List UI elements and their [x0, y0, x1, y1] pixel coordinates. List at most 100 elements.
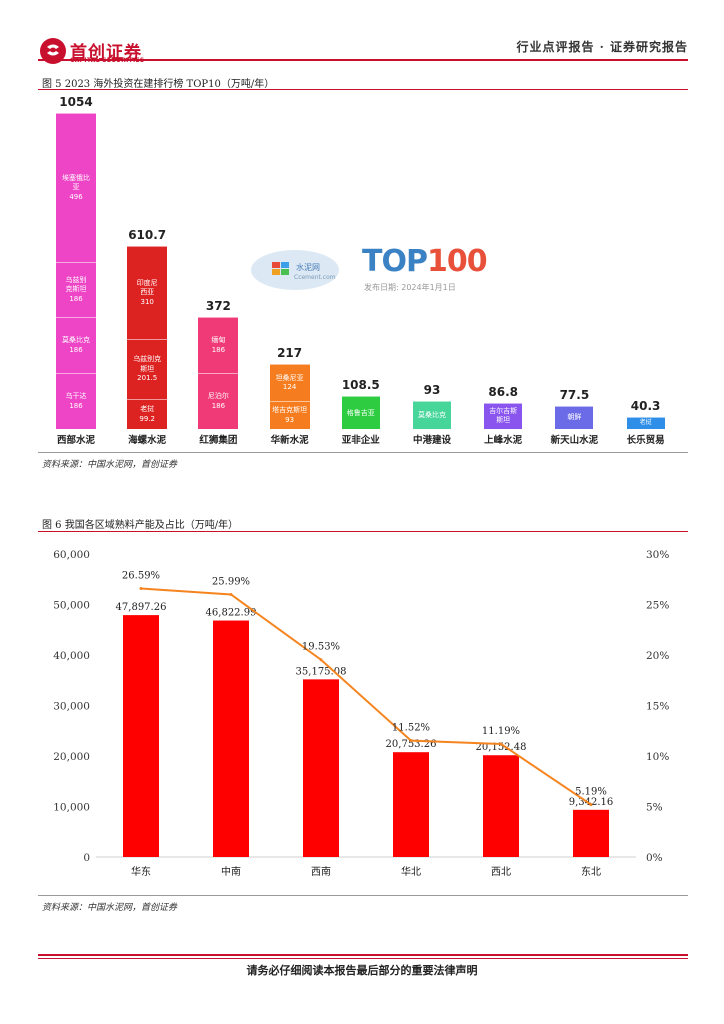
percent-label: 25.99%: [212, 577, 250, 588]
figure6-chart: 0 10,000 20,000 30,000 40,000 50,000 60,000 0% 5…: [53, 549, 669, 878]
bar: [483, 755, 519, 857]
footer-divider-thick: [38, 954, 688, 956]
watermark-top-text: TOP100: [362, 244, 488, 279]
y2-axis-tick-label: 30%: [646, 549, 669, 561]
bar-segment: 莫桑比克: [413, 401, 451, 429]
watermark-top: TOP100: [362, 244, 488, 279]
bar: [393, 752, 429, 857]
percent-line: [140, 587, 592, 806]
bar-total-label: 1054: [59, 95, 93, 109]
y2-axis-tick-label: 25%: [646, 600, 669, 612]
footer-divider-thin: [38, 958, 688, 959]
bar-value-label: 20,753.26: [386, 739, 437, 750]
percent-point: [319, 658, 323, 662]
percent-point: [139, 586, 143, 590]
report-type: 行业点评报告 · 证券研究报告: [516, 40, 688, 54]
bar-segment: 莫桑比克 186: [56, 317, 96, 374]
bar-segment: 老挝: [626, 416, 665, 429]
logo-text: 首创证券: [70, 43, 142, 63]
bar-category-label: 新天山水泥: [550, 435, 599, 446]
x-axis-category-label: 中南: [221, 865, 241, 878]
figure6-title-divider: [38, 531, 688, 532]
y-axis-tick-label: 60,000: [53, 549, 90, 561]
bar-category-label: 红狮集团: [199, 435, 238, 446]
bar-category-label: 上峰水泥: [484, 435, 523, 446]
x-axis-category-label: 华北: [401, 865, 421, 878]
percent-point: [409, 739, 413, 743]
y-axis-tick-label: 20,000: [53, 751, 90, 763]
bar-total-label: 108.5: [341, 378, 380, 393]
percent-label: 11.52%: [392, 723, 430, 734]
figure5-source-divider: [38, 452, 688, 453]
bar-value-label: 47,897.26: [116, 602, 167, 613]
y-axis-tick-label: 0: [83, 852, 90, 864]
bar-segment: 乌干达 186: [56, 373, 96, 429]
bar-segment: 坦桑尼亚 124: [269, 363, 310, 402]
bar-category-label: 中港建设: [412, 435, 451, 446]
bar-total-label: 86.8: [488, 384, 518, 399]
bar-total-label: 217: [277, 345, 303, 360]
bar-value-label: 35,175.08: [296, 666, 347, 677]
figure6-source-divider: [38, 895, 688, 896]
logo: [38, 36, 68, 66]
figure5-title-divider: [38, 89, 688, 90]
bar-category-label: 长乐贸易: [626, 435, 665, 446]
percent-point: [589, 803, 593, 807]
bar-category-label: 海螺水泥: [128, 435, 167, 446]
percent-point: [499, 742, 503, 746]
x-axis-category-label: 东北: [581, 865, 601, 878]
percent-point: [229, 593, 233, 597]
bar-segment: 印度尼 西亚 310: [127, 245, 168, 339]
bar-segment: 朝鲜: [555, 405, 594, 429]
x-axis-category-label: 华东: [131, 865, 151, 878]
figure5-source: 资料来源：中国水泥网，首创证券: [42, 460, 178, 470]
watermark-cn: 水泥网: [296, 263, 320, 272]
x-axis-category-label: 西北: [491, 866, 511, 878]
bar-segment: 塔吉克斯坦 93: [269, 401, 310, 429]
watermark-date: 发布日期: 2024年1月1日: [364, 283, 456, 292]
bar: [213, 620, 249, 857]
percent-label: 19.53%: [302, 642, 340, 653]
y2-axis-tick-label: 0%: [646, 852, 663, 864]
bar-segment: 乌兹别克 斯坦 201.5: [127, 338, 168, 400]
bar-category-label: 亚非企业: [341, 435, 380, 446]
logo-icon: [40, 38, 66, 64]
bar-total-label: 610.7: [128, 227, 167, 242]
bar-segment: 乌兹别 克斯坦 186: [56, 261, 96, 318]
bar: [303, 679, 339, 857]
bar-value-label: 20,152.48: [476, 742, 527, 753]
x-axis-category-label: 西南: [311, 865, 331, 878]
watermark-site: Ccement.com: [294, 274, 336, 281]
bar-total-label: 77.5: [559, 387, 590, 402]
bar-segment: 老挝 99.2: [127, 399, 168, 429]
y-axis-tick-label: 10,000: [53, 802, 90, 814]
header-divider: [38, 59, 688, 61]
y-axis-tick-label: 50,000: [53, 600, 90, 612]
y2-axis-tick-label: 20%: [646, 650, 669, 662]
bar: [123, 615, 159, 857]
figure5-title: 图 5 2023 海外投资在建排行榜 TOP10（万吨/年）: [42, 79, 275, 90]
bar-segment: 格鲁吉亚: [341, 396, 380, 429]
y2-axis-tick-label: 15%: [646, 701, 669, 713]
figure5-chart: 水泥网 Ccement.com TOP100 发布日期: 2024年1月1日 乌…: [38, 92, 688, 452]
watermark-logo-icon: [251, 250, 339, 290]
bar-value-label: 46,822.99: [206, 608, 257, 619]
bar-segment: 缅甸 186: [198, 317, 239, 374]
bar: [573, 809, 609, 857]
bar-category-label: 华新水泥: [270, 435, 309, 446]
percent-label: 26.59%: [122, 570, 160, 581]
bar-segment: 尼泊尔 186: [198, 373, 239, 429]
bar-segment: 埃塞俄比 亚 496: [56, 113, 96, 262]
figure6-title: 图 6 我国各区域熟料产能及占比（万吨/年）: [42, 520, 239, 531]
footer-disclaimer: 请务必仔细阅读本报告最后部分的重要法律声明: [246, 964, 478, 977]
bar-category-label: 西部水泥: [56, 435, 95, 446]
percent-label: 11.19%: [482, 726, 520, 737]
percent-label: 5.19%: [575, 787, 607, 798]
watermark: 水泥网 Ccement.com TOP100 发布日期: 2024年1月1日: [250, 244, 488, 304]
y-axis-tick-label: 30,000: [53, 701, 90, 713]
bar-total-label: 372: [205, 299, 231, 314]
bar-total-label: 93: [423, 383, 441, 398]
bar-total-label: 40.3: [630, 398, 661, 413]
figure6-source: 资料来源：中国水泥网，首创证券: [42, 903, 178, 913]
y-axis-tick-label: 40,000: [53, 650, 90, 662]
